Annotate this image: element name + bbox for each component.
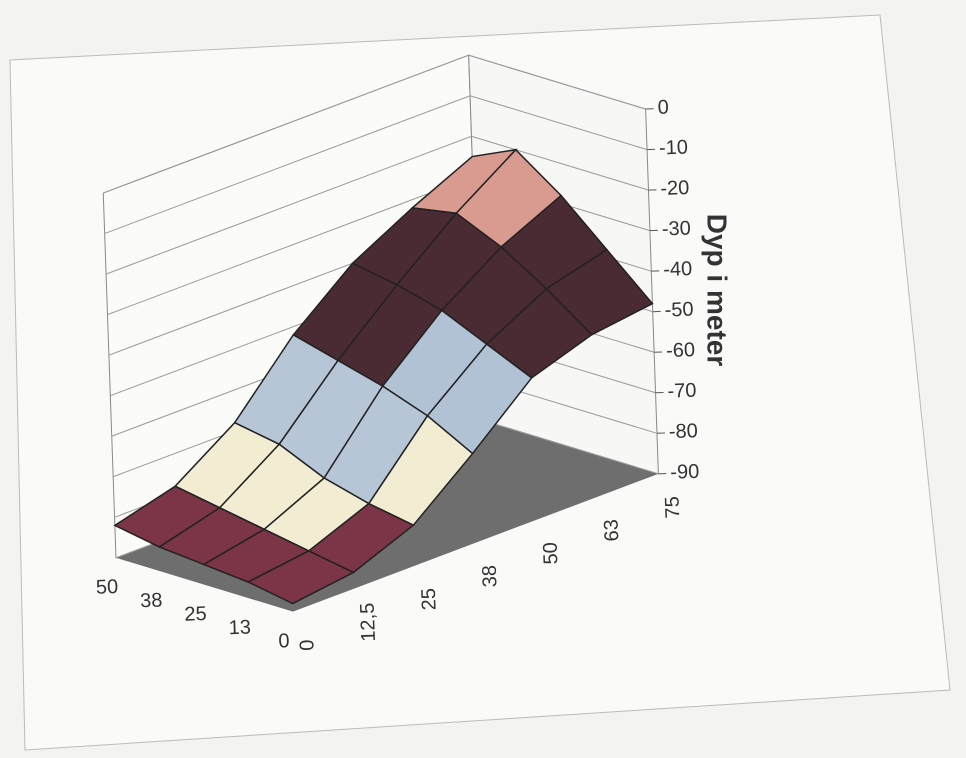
z-tick-label: 0 bbox=[657, 97, 669, 119]
grid-line bbox=[104, 95, 648, 235]
z-tick-label: -20 bbox=[660, 177, 690, 200]
z-tick-label: -90 bbox=[670, 461, 700, 484]
plot-area: 0 -10 -20 -30 -40 -50 -60 -70 -80 -90 0 12,5 25 38 50 6… bbox=[96, 54, 700, 652]
z-tick-label: -30 bbox=[661, 218, 691, 241]
y-tick-label: 13 bbox=[228, 616, 251, 639]
z-tick-label: -80 bbox=[669, 420, 699, 443]
y-tick-label: 25 bbox=[184, 603, 207, 626]
x-tick-label: 63 bbox=[601, 519, 624, 542]
y-tick-label: 38 bbox=[140, 590, 163, 613]
x-tick-label: 38 bbox=[479, 565, 502, 588]
grid-line bbox=[105, 135, 649, 275]
z-tick-label: -70 bbox=[667, 380, 697, 403]
y-tick-label: 50 bbox=[96, 576, 119, 599]
x-tick-label: 0 bbox=[296, 639, 318, 651]
surface-cell bbox=[246, 550, 355, 605]
y-tick-label: 0 bbox=[278, 630, 290, 652]
z-tick-label: -60 bbox=[666, 339, 696, 362]
x-tick-label: 50 bbox=[540, 542, 563, 565]
x-tick-label: 25 bbox=[418, 588, 441, 611]
z-tick-label: -10 bbox=[659, 136, 689, 159]
z-tick-label: -40 bbox=[663, 258, 693, 281]
z-axis-title: Dyp i meter bbox=[702, 214, 733, 367]
x-tick-label: 12,5 bbox=[357, 602, 380, 642]
z-tick-label: -50 bbox=[664, 299, 694, 322]
x-tick-label: 75 bbox=[661, 496, 684, 519]
grid-line bbox=[103, 54, 646, 194]
